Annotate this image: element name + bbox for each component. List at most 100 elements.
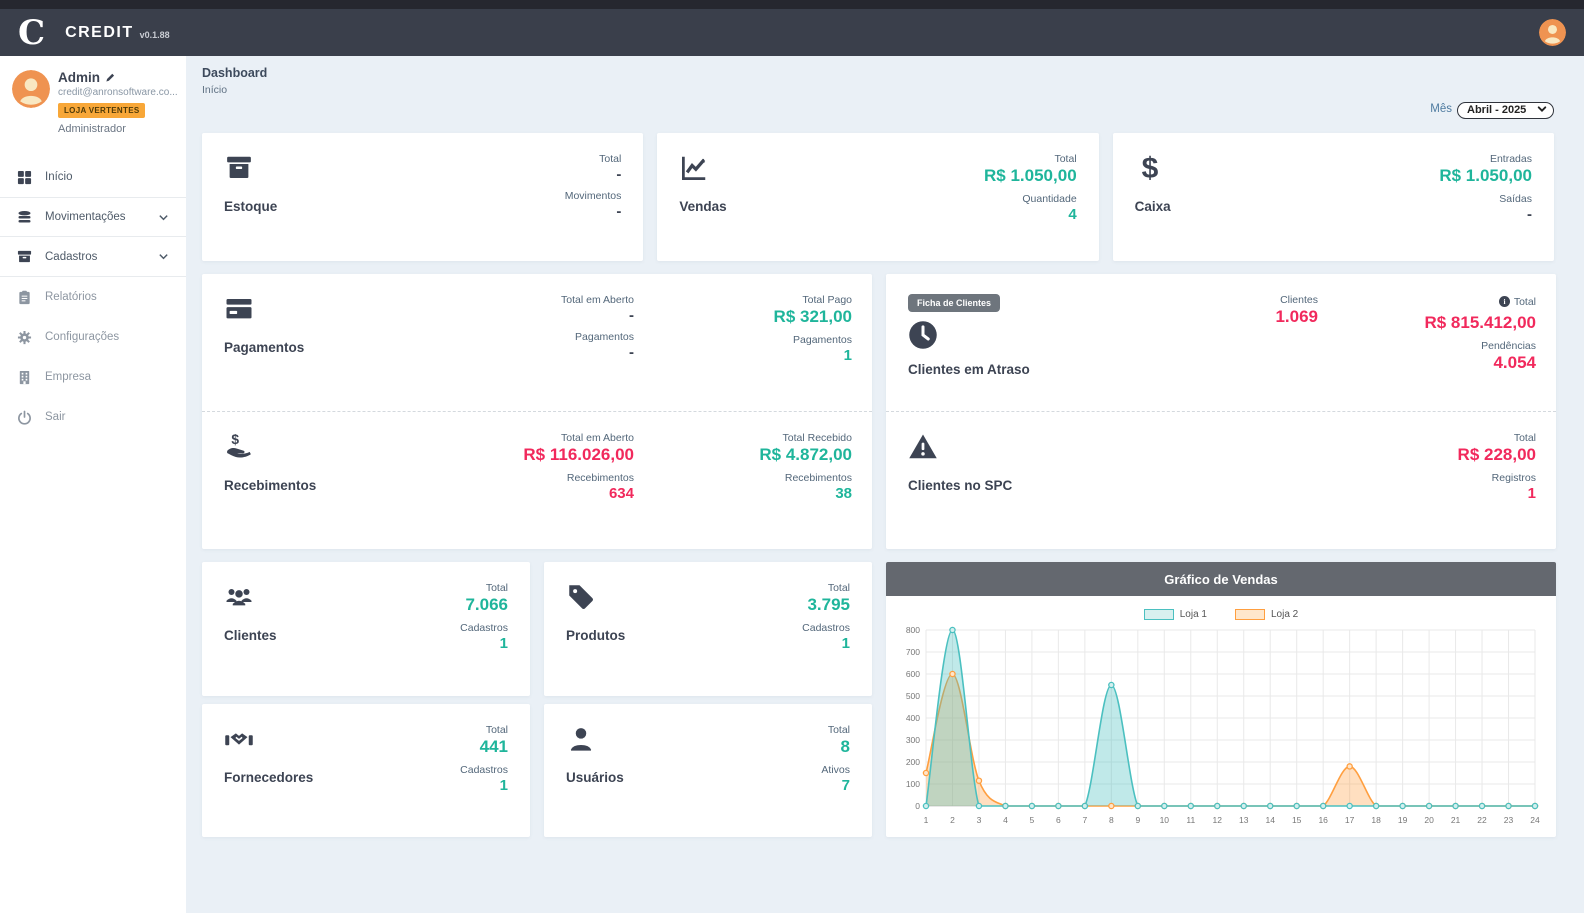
sidebar-item-label: Sair [45, 411, 66, 423]
sidebar-item-sair[interactable]: Sair [0, 397, 186, 437]
power-icon [17, 410, 32, 425]
stat-label: Total em Aberto [561, 432, 634, 444]
app-name: CREDIT [65, 23, 134, 41]
card-title: Estoque [224, 199, 278, 214]
svg-text:3: 3 [977, 815, 982, 825]
svg-text:12: 12 [1213, 815, 1223, 825]
stat-label: Pendências [1481, 340, 1536, 352]
svg-text:10: 10 [1160, 815, 1170, 825]
stat-label: Pagamentos [793, 334, 852, 346]
stat-label: Cadastros [460, 622, 508, 634]
sidebar-item-relatorios[interactable]: Relatórios [0, 277, 186, 317]
ficha-clientes-button[interactable]: Ficha de Clientes [908, 294, 1001, 312]
stat-label: Total [599, 153, 622, 165]
stat-value: R$ 228,00 [1457, 445, 1536, 464]
credit-card-icon [224, 294, 254, 324]
sidebar-item-empresa[interactable]: Empresa [0, 357, 186, 397]
card-title: Pagamentos [224, 340, 305, 355]
edit-pencil-icon[interactable] [105, 72, 116, 83]
legend-swatch-loja1 [1143, 609, 1174, 620]
svg-text:5: 5 [1030, 815, 1035, 825]
legend-loja2[interactable]: Loja 2 [1235, 609, 1298, 620]
card-title: Vendas [679, 199, 727, 214]
store-badge[interactable]: LOJA VERTENTES [58, 103, 146, 118]
legend-swatch-loja2 [1235, 609, 1265, 620]
building-icon [17, 370, 32, 385]
gear-icon [17, 330, 32, 345]
stat-label: Saídas [1499, 193, 1532, 205]
sidebar-item-movimentacoes[interactable]: Movimentações [0, 197, 186, 237]
stat-label: Total [1513, 432, 1536, 444]
page-title: Dashboard [202, 66, 268, 80]
stat-value: 4 [1068, 206, 1077, 223]
stat-label: Movimentos [564, 190, 622, 202]
svg-text:23: 23 [1504, 815, 1514, 825]
card-title: Clientes em Atraso [908, 362, 1030, 377]
card-title: Clientes no SPC [908, 478, 1013, 493]
breadcrumb: Início [202, 84, 228, 96]
main-content: Dashboard Início Mês Abril - 2025 Estoqu… [186, 56, 1584, 913]
svg-text:24: 24 [1530, 815, 1540, 825]
card-title: Usuários [566, 769, 624, 785]
sidebar-item-cadastros[interactable]: Cadastros [0, 237, 186, 277]
card-produtos: Produtos Total 3.795 Cadastros 1 [544, 562, 872, 696]
user-avatar-icon[interactable] [1539, 19, 1566, 46]
month-select[interactable]: Abril - 2025 [1457, 101, 1554, 119]
clock-icon [908, 320, 938, 350]
stat-value: 634 [608, 485, 634, 502]
stat-label: Recebimentos [784, 472, 852, 484]
users-icon [224, 582, 254, 612]
stat-label: Total [485, 723, 508, 736]
svg-text:6: 6 [1056, 815, 1061, 825]
svg-text:0: 0 [915, 801, 920, 811]
tag-icon [566, 582, 596, 612]
svg-text:16: 16 [1318, 815, 1328, 825]
section-pagamentos: Pagamentos Total em Aberto - Pagamentos - … [202, 274, 872, 412]
warning-icon [908, 432, 938, 462]
svg-text:4: 4 [1003, 815, 1008, 825]
card-usuarios: Usuários Total 8 Ativos 7 [544, 703, 872, 837]
svg-text:7: 7 [1083, 815, 1088, 825]
app-version: v0.1.88 [139, 30, 170, 40]
sidebar-item-inicio[interactable]: Início [0, 157, 186, 197]
info-icon[interactable]: i [1498, 296, 1510, 307]
sidebar-item-label: Empresa [45, 371, 92, 383]
stat-value: 4.054 [1493, 353, 1536, 372]
sidebar-item-configuracoes[interactable]: Configurações [0, 317, 186, 357]
sidebar-item-label: Cadastros [45, 250, 98, 263]
stat-value: R$ 4.872,00 [759, 445, 852, 464]
legend-loja1[interactable]: Loja 1 [1143, 609, 1207, 620]
svg-text:8: 8 [1109, 815, 1114, 825]
sales-chart-card: Gráfico de Vendas Loja 1 Loja 2 0 100 200 3… [886, 562, 1556, 837]
stat-value: 8 [840, 736, 850, 756]
stat-label: Total [827, 723, 850, 736]
svg-text:$: $ [231, 432, 239, 447]
svg-text:14: 14 [1265, 815, 1275, 825]
profile-avatar[interactable] [12, 70, 50, 108]
card-fornecedores: Fornecedores Total 441 Cadastros 1 [202, 703, 530, 837]
stat-value: 38 [835, 485, 852, 502]
stat-value: 1 [499, 635, 508, 652]
svg-text:1: 1 [924, 815, 929, 825]
stat-label: Pagamentos [575, 331, 634, 343]
card-caixa: $ Caixa Entradas R$ 1.050,00 Saídas - [1112, 133, 1554, 261]
card-clientes: Clientes Total 7.066 Cadastros 1 [202, 562, 530, 696]
app-logo: C [18, 12, 46, 53]
stat-value: 3.795 [807, 595, 850, 614]
sidebar: Admin credit@anronsoftware.co... LOJA VE… [0, 56, 186, 913]
card-clientes-status: Ficha de Clientes Clientes em Atraso Cli… [886, 274, 1556, 549]
stat-value: R$ 116.026,00 [523, 445, 634, 464]
database-icon [17, 210, 32, 225]
chevron-down-icon [158, 251, 169, 262]
stat-label: Total [1513, 295, 1536, 308]
user-icon [566, 724, 596, 754]
handshake-icon [224, 724, 254, 754]
legend-label: Loja 2 [1271, 609, 1299, 620]
stat-label: Total Recebido [782, 432, 852, 444]
card-title: Recebimentos [224, 478, 317, 493]
svg-text:17: 17 [1345, 815, 1355, 825]
stat-label: Cadastros [802, 622, 850, 634]
svg-text:9: 9 [1135, 815, 1140, 825]
stat-value: R$ 321,00 [773, 307, 852, 326]
stat-value: - [1526, 206, 1532, 223]
